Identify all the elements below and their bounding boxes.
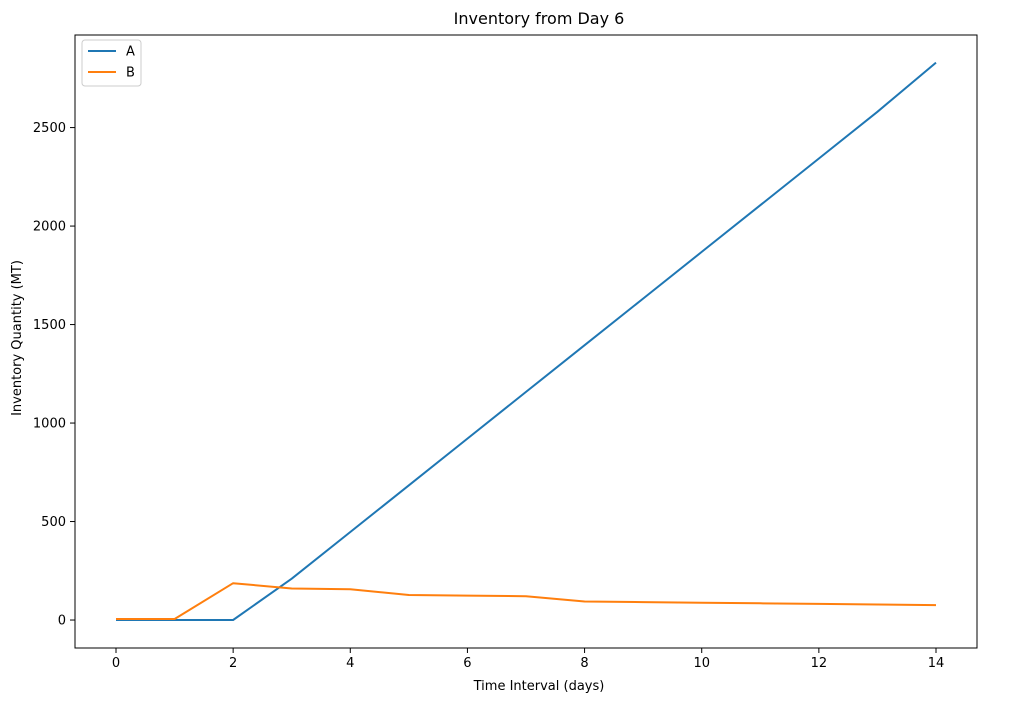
x-tick-label: 0 <box>112 656 120 671</box>
series-line-b <box>116 582 937 620</box>
x-tick-label: 14 <box>928 656 945 671</box>
x-tick-label: 2 <box>229 656 237 671</box>
y-tick-label: 2500 <box>33 121 66 136</box>
x-axis-ticks: 0 2 4 6 8 10 12 14 <box>112 648 944 671</box>
x-tick-label: 6 <box>463 656 471 671</box>
plot-area <box>74 34 978 649</box>
y-axis-ticks: 0 500 1000 1500 2000 2500 <box>33 121 75 629</box>
legend-label: B <box>126 66 135 81</box>
x-tick-label: 12 <box>811 656 828 671</box>
y-tick-label: 2000 <box>33 220 66 235</box>
y-axis-label: Inventory Quantity (MT) <box>10 260 25 416</box>
y-tick-label: 0 <box>58 614 66 629</box>
x-tick-label: 10 <box>693 656 710 671</box>
x-tick-label: 4 <box>346 656 354 671</box>
legend: AB <box>81 39 142 87</box>
plot-frame <box>74 34 978 649</box>
y-tick-label: 1500 <box>33 318 66 333</box>
x-tick-label: 8 <box>580 656 588 671</box>
y-tick-label: 500 <box>41 515 66 530</box>
y-tick-label: 1000 <box>33 417 66 432</box>
series-layer <box>116 61 937 621</box>
legend-label: A <box>126 45 135 60</box>
x-axis-label: Time Interval (days) <box>473 679 605 694</box>
chart-title: Inventory from Day 6 <box>454 9 625 28</box>
series-line-a <box>116 61 937 621</box>
